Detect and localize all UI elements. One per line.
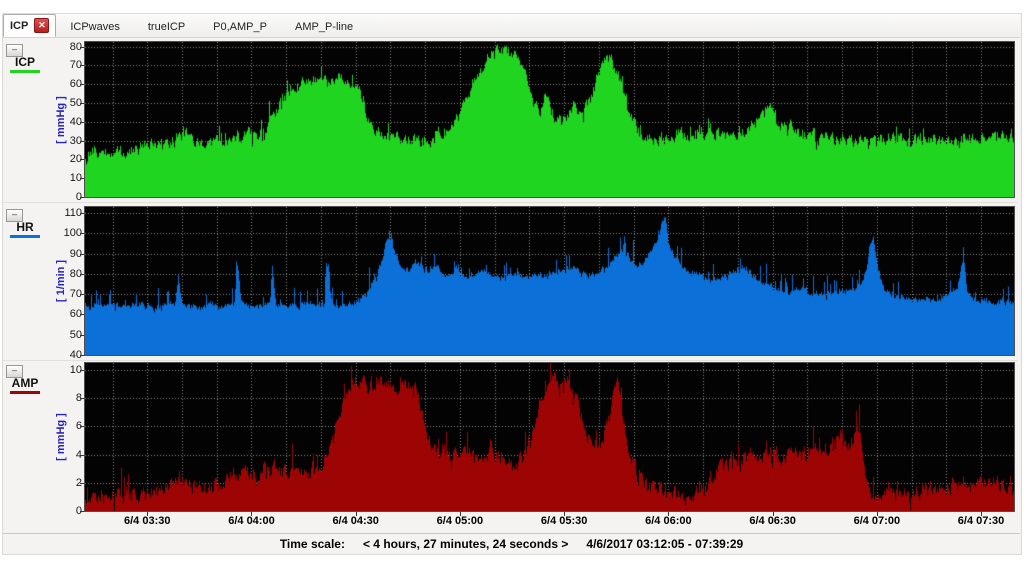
x-tick-mark [981, 512, 983, 516]
time-scale-label: Time scale: [279, 536, 345, 551]
y-tick-mark [80, 178, 84, 180]
tab-label: trueICP [147, 21, 186, 33]
y-tick-mark [80, 314, 84, 316]
y-tick-mark [80, 233, 84, 235]
y-tick-label: 60 [69, 308, 82, 321]
x-tick-mark [459, 512, 461, 516]
signal-underline-amp [10, 391, 40, 394]
y-tick-mark [80, 511, 84, 512]
x-tick-mark [251, 512, 253, 516]
signal-underline-icp [10, 70, 40, 73]
panel-minimize-button-hr[interactable]: – [6, 209, 23, 222]
y-tick-label: 10 [69, 172, 82, 185]
y-tick-label: 80 [69, 267, 82, 280]
y-tick-label: 100 [63, 227, 82, 240]
y-tick-mark [80, 197, 84, 198]
x-tick-label: 6/4 04:30 [332, 515, 379, 527]
signal-label-text: HR [16, 220, 34, 234]
y-tick-mark [80, 334, 84, 336]
y-tick-label: 2 [75, 476, 82, 489]
x-tick-label: 6/4 05:00 [436, 515, 484, 527]
time-range-value: 4/6/2017 03:12:05 - 07:39:29 [586, 536, 744, 551]
plot-canvas-hr[interactable] [84, 206, 1015, 356]
y-tick-label: 40 [69, 115, 82, 128]
y-tick-label: 70 [69, 59, 82, 72]
x-tick-label: 6/4 07:00 [853, 515, 901, 527]
y-tick-label: 70 [69, 288, 82, 301]
x-tick-mark [147, 512, 149, 516]
y-tick-mark [80, 103, 84, 105]
y-tick-label: 80 [69, 40, 82, 53]
y-tick-mark [80, 84, 84, 86]
tab-label: AMP_P-line [294, 21, 354, 33]
y-tick-mark [80, 121, 84, 123]
y-tick-mark [80, 398, 84, 400]
y-tick-label: 0 [75, 505, 82, 517]
y-tick-mark [80, 294, 84, 296]
y-tick-label: 40 [69, 349, 82, 361]
y-tick-label: 110 [64, 207, 82, 220]
signal-label-amp: AMP [4, 376, 46, 394]
tab-label: ICPwaves [70, 21, 120, 33]
y-tick-label: 6 [75, 420, 82, 433]
signal-label-text: AMP [11, 376, 39, 390]
panel-minimize-button-icp[interactable]: – [6, 44, 23, 57]
x-tick-label: 6/4 03:30 [123, 515, 171, 527]
y-tick-mark [80, 213, 84, 215]
x-tick-label: 6/4 04:00 [228, 515, 275, 527]
y-tick-label: 0 [75, 191, 82, 203]
y-tick-mark [80, 159, 84, 161]
y-tick-label: 10 [69, 364, 82, 377]
y-tick-label: 4 [75, 448, 82, 461]
x-tick-label: 6/4 07:30 [957, 515, 1005, 527]
x-tick-label: 6/4 06:30 [749, 515, 796, 527]
y-tick-mark [80, 370, 84, 372]
y-tick-label: 8 [75, 392, 82, 405]
y-tick-label: 90 [69, 247, 82, 260]
y-tick-label: 20 [69, 153, 82, 166]
x-tick-label: 6/4 05:30 [540, 515, 588, 527]
y-tick-mark [80, 46, 84, 48]
tab-bar: ICP ✕ ICPwaves trueICP P0,AMP_P AMP_P-line [3, 14, 1020, 38]
x-tick-mark [876, 512, 878, 516]
x-tick-mark [772, 512, 774, 516]
x-tick-mark [564, 512, 566, 516]
x-tick-mark [355, 512, 357, 516]
y-tick-mark [80, 273, 84, 275]
tab-icp[interactable]: ICP ✕ [3, 14, 57, 37]
x-tick-label: 6/4 06:00 [645, 515, 692, 527]
tab-trueicp[interactable]: trueICP [134, 17, 199, 37]
y-tick-mark [80, 482, 84, 484]
y-tick-label: 50 [69, 328, 82, 341]
plot-canvas-icp[interactable] [84, 41, 1015, 198]
y-tick-label: 60 [69, 78, 82, 91]
tab-label: P0,AMP_P [213, 21, 267, 33]
y-tick-label: 50 [69, 97, 82, 110]
plot-canvas-amp[interactable] [84, 362, 1015, 512]
time-scale-value[interactable]: < 4 hours, 27 minutes, 24 seconds > [362, 536, 569, 551]
tab-p0,amp_p[interactable]: P0,AMP_P [199, 17, 281, 37]
y-tick-mark [80, 253, 84, 255]
y-tick-mark [80, 355, 84, 356]
panel-divider [3, 202, 1017, 203]
y-tick-mark [80, 65, 84, 67]
tab-label: ICP [10, 19, 29, 32]
x-tick-mark [668, 512, 670, 516]
signal-label-icp: ICP [4, 55, 46, 73]
panel-divider [3, 360, 1017, 361]
y-tick-mark [80, 454, 84, 456]
y-tick-label: 30 [69, 134, 82, 147]
y-tick-mark [80, 140, 84, 142]
close-icon[interactable]: ✕ [34, 18, 50, 33]
tab-icpwaves[interactable]: ICPwaves [56, 17, 134, 37]
panel-minimize-button-amp[interactable]: – [6, 365, 23, 378]
tab-amp_p-line[interactable]: AMP_P-line [281, 17, 367, 37]
signal-underline-hr [10, 235, 40, 238]
y-tick-mark [80, 426, 84, 428]
signal-label-hr: HR [4, 220, 46, 238]
status-bar: Time scale: < 4 hours, 27 minutes, 24 se… [3, 533, 1020, 553]
signal-label-text: ICP [14, 55, 35, 69]
